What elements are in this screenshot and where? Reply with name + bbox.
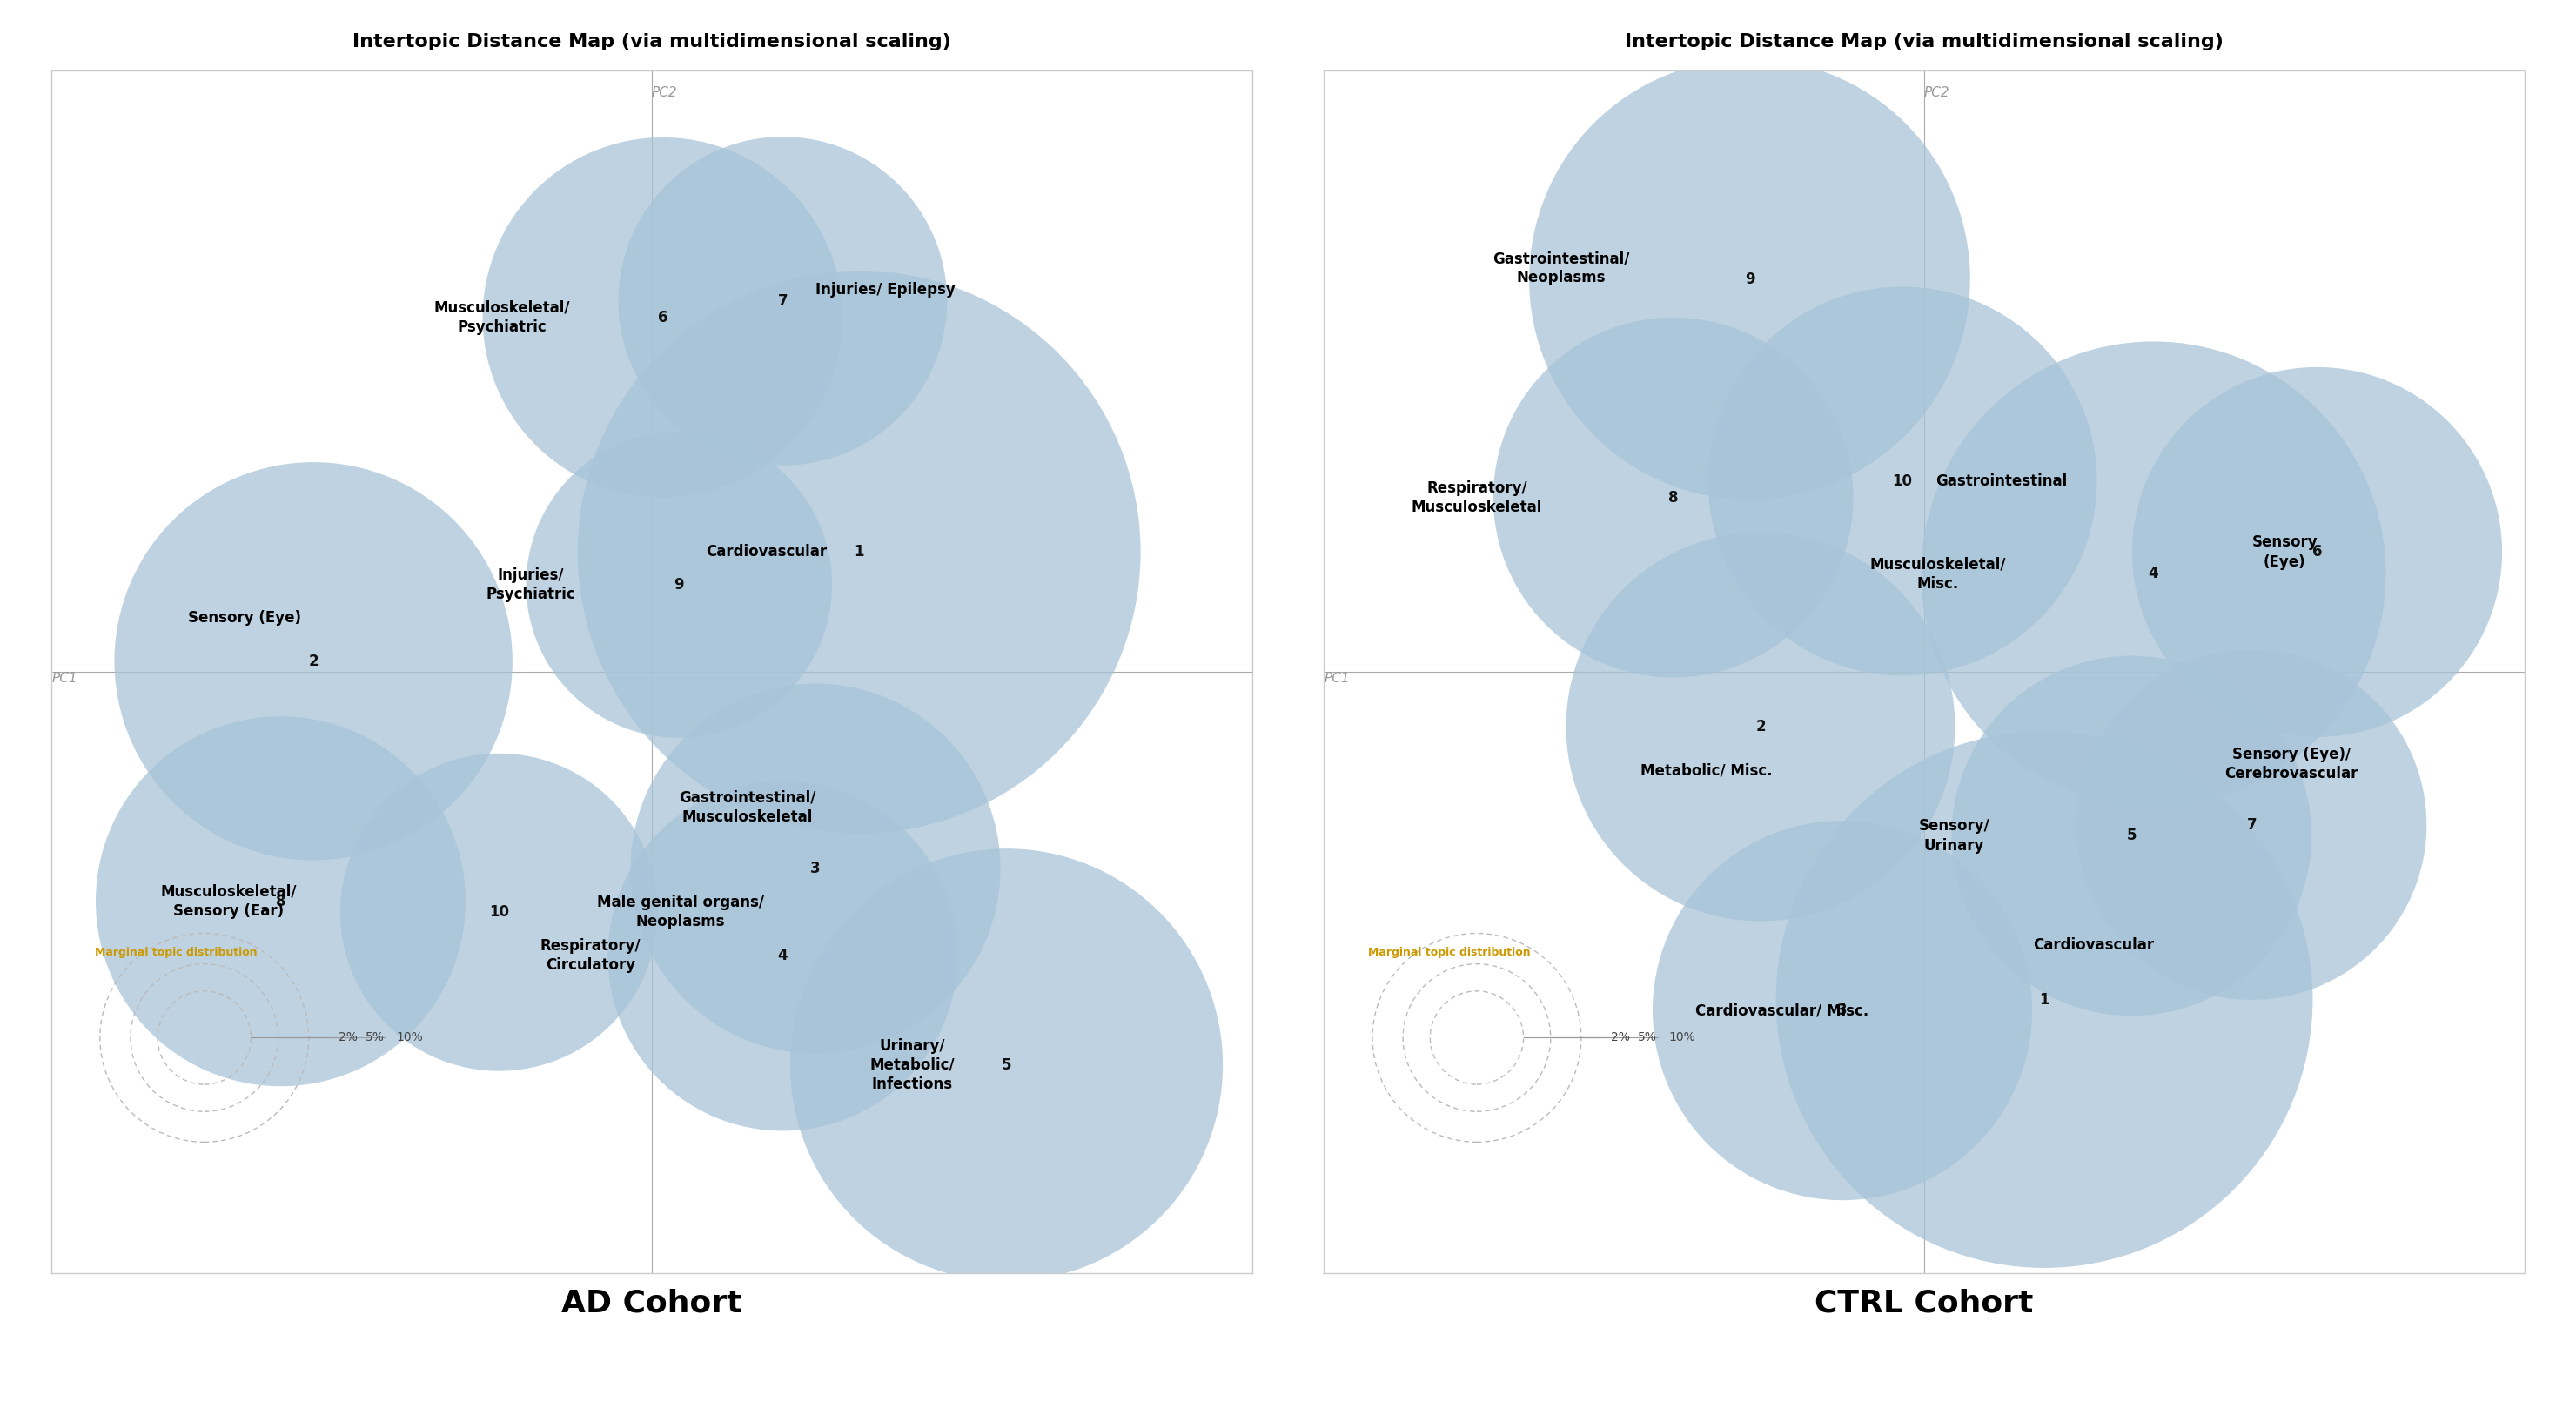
Text: AD Cohort: AD Cohort (562, 1289, 742, 1319)
Text: 9: 9 (1744, 272, 1754, 287)
Text: Gastrointestinal/
Neoplasms: Gastrointestinal/ Neoplasms (1492, 250, 1631, 286)
Text: Gastrointestinal: Gastrointestinal (1935, 474, 2066, 490)
Text: 3: 3 (1837, 1003, 1847, 1019)
Text: Sensory
(Eye): Sensory (Eye) (2251, 535, 2318, 570)
Text: Musculoskeletal/
Sensory (Ear): Musculoskeletal/ Sensory (Ear) (160, 884, 296, 918)
Circle shape (631, 683, 999, 1054)
Text: 10%: 10% (397, 1032, 422, 1044)
Circle shape (1566, 532, 1955, 921)
Text: Marginal topic distribution: Marginal topic distribution (95, 947, 258, 958)
Text: CTRL Cohort: CTRL Cohort (1816, 1289, 2032, 1319)
Text: 5%: 5% (366, 1032, 384, 1044)
Text: Injuries/
Psychiatric: Injuries/ Psychiatric (487, 567, 574, 603)
Text: 5: 5 (1002, 1057, 1012, 1073)
Circle shape (2133, 366, 2501, 737)
Text: Respiratory/
Musculoskeletal: Respiratory/ Musculoskeletal (1412, 480, 1543, 515)
Circle shape (340, 753, 657, 1071)
Text: PC2: PC2 (652, 86, 677, 99)
Text: Cardiovascular: Cardiovascular (706, 545, 827, 560)
Text: 9: 9 (675, 577, 685, 593)
Circle shape (1654, 821, 2032, 1200)
Text: Sensory (Eye)/
Cerebrovascular: Sensory (Eye)/ Cerebrovascular (2223, 746, 2357, 781)
Text: Musculoskeletal/
Misc.: Musculoskeletal/ Misc. (1870, 556, 2007, 591)
Text: Injuries/ Epilepsy: Injuries/ Epilepsy (817, 283, 956, 299)
Text: Marginal topic distribution: Marginal topic distribution (1368, 947, 1530, 958)
Text: PC2: PC2 (1924, 86, 1950, 99)
Text: PC1: PC1 (52, 672, 77, 685)
Text: 8: 8 (276, 893, 286, 908)
Text: 2: 2 (309, 654, 319, 669)
Text: 2%: 2% (337, 1032, 358, 1044)
Text: 1: 1 (2040, 992, 2050, 1007)
Title: Intertopic Distance Map (via multidimensional scaling): Intertopic Distance Map (via multidimens… (353, 33, 951, 50)
Text: Sensory (Eye): Sensory (Eye) (188, 610, 301, 625)
Text: 2: 2 (1754, 719, 1765, 734)
Text: 8: 8 (1669, 490, 1677, 505)
Circle shape (482, 137, 842, 498)
Text: 4: 4 (778, 948, 788, 964)
Title: Intertopic Distance Map (via multidimensional scaling): Intertopic Distance Map (via multidimens… (1625, 33, 2223, 50)
Text: 6: 6 (657, 310, 667, 325)
Text: Male genital organs/
Neoplasms: Male genital organs/ Neoplasms (598, 894, 765, 930)
Text: Metabolic/ Misc.: Metabolic/ Misc. (1641, 763, 1772, 778)
Circle shape (113, 463, 513, 860)
Text: 6: 6 (2313, 545, 2321, 560)
Circle shape (1708, 287, 2097, 675)
Text: 10: 10 (489, 904, 510, 920)
Text: 5: 5 (2128, 828, 2136, 843)
Text: 2%: 2% (1610, 1032, 1631, 1044)
Circle shape (1530, 59, 1971, 499)
Circle shape (2076, 649, 2427, 1000)
Text: 10%: 10% (1669, 1032, 1695, 1044)
Text: Musculoskeletal/
Psychiatric: Musculoskeletal/ Psychiatric (433, 300, 569, 335)
Circle shape (608, 781, 958, 1131)
Text: Cardiovascular: Cardiovascular (2032, 937, 2154, 952)
Circle shape (1953, 655, 2311, 1016)
Text: Cardiovascular/ Misc.: Cardiovascular/ Misc. (1695, 1003, 1868, 1019)
Text: Respiratory/
Circulatory: Respiratory/ Circulatory (541, 938, 641, 974)
Circle shape (95, 716, 466, 1087)
Text: 3: 3 (811, 860, 822, 876)
Text: 10: 10 (1893, 474, 1911, 490)
Circle shape (1494, 317, 1852, 678)
Circle shape (526, 432, 832, 737)
Circle shape (1775, 732, 2313, 1268)
Text: Sensory/
Urinary: Sensory/ Urinary (1919, 818, 1989, 853)
Text: PC1: PC1 (1324, 672, 1350, 685)
Text: 7: 7 (778, 293, 788, 308)
Circle shape (577, 270, 1141, 833)
Text: 5%: 5% (1638, 1032, 1656, 1044)
Text: 4: 4 (2148, 566, 2159, 582)
Text: Urinary/
Metabolic/
Infections: Urinary/ Metabolic/ Infections (871, 1037, 956, 1092)
Text: 7: 7 (2246, 816, 2257, 833)
Circle shape (791, 849, 1224, 1282)
Circle shape (618, 137, 948, 466)
Circle shape (1922, 341, 2385, 807)
Text: Gastrointestinal/
Musculoskeletal: Gastrointestinal/ Musculoskeletal (680, 790, 817, 825)
Text: 1: 1 (855, 545, 863, 560)
